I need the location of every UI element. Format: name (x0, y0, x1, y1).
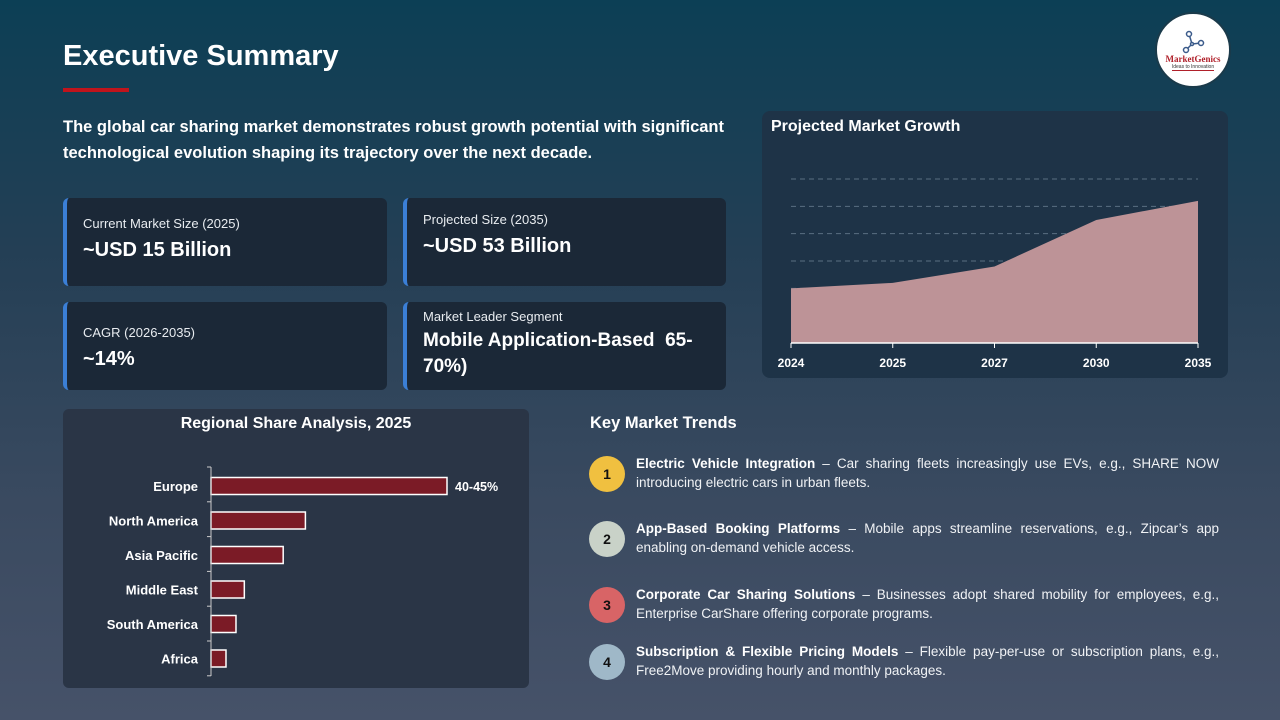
number-badge: 1 (589, 456, 625, 492)
network-icon (1182, 30, 1205, 53)
trend-heading: Corporate Car Sharing Solutions (636, 587, 856, 602)
x-tick-label: 2025 (879, 356, 906, 370)
trend-text: Corporate Car Sharing Solutions – Busine… (636, 585, 1219, 623)
category-label: Middle East (126, 583, 199, 598)
trend-heading: App-Based Booking Platforms (636, 521, 841, 536)
trend-text: Electric Vehicle Integration – Car shari… (636, 454, 1219, 492)
category-label: North America (109, 514, 199, 529)
metric-label: CAGR (2026-2035) (83, 325, 195, 340)
company-logo: MarketGenics Ideas to Innovation (1155, 12, 1231, 88)
page-title: Executive Summary (63, 40, 339, 72)
number-badge: 4 (589, 644, 625, 680)
metric-label: Market Leader Segment (423, 309, 563, 324)
bar-north-america (210, 511, 307, 530)
logo-tagline: Ideas to Innovation (1171, 63, 1215, 71)
bar-europe (210, 476, 448, 496)
area-chart: 2024 2025 2027 2030 2035 (778, 178, 1212, 370)
bar-south-america (210, 614, 237, 634)
x-tick-label: 2030 (1083, 356, 1110, 370)
number-badge: 2 (589, 521, 625, 557)
trend-item: 2 App-Based Booking Platforms – Mobile ap… (589, 519, 1219, 557)
metric-value: ~USD 53 Billion (423, 235, 572, 257)
chart-title: Projected Market Growth (771, 118, 961, 135)
metric-value: Mobile Application-Based 65-70%) (423, 330, 693, 377)
bar-asia-pacific (210, 545, 284, 565)
trends-title: Key Market Trends (590, 414, 737, 432)
intro-text: The global car sharing market demonstrat… (63, 118, 725, 162)
trend-text: App-Based Booking Platforms – Mobile app… (636, 519, 1219, 557)
trend-item: 3 Corporate Car Sharing Solutions – Busin… (589, 585, 1219, 623)
metric-card-projected-size: Projected Size (2035) ~USD 53 Billion (403, 198, 726, 286)
trend-item: 1 Electric Vehicle Integration – Car shar… (589, 454, 1219, 492)
trend-description: – Businesses adopt shared mobility for e… (636, 587, 1219, 621)
metric-value: ~14% (83, 348, 135, 370)
category-label: Asia Pacific (125, 548, 198, 563)
data-label: 40-45% (455, 480, 498, 494)
title-underline (63, 88, 129, 92)
x-tick-label: 2027 (981, 356, 1008, 370)
trend-heading: Subscription & Flexible Pricing Models (636, 644, 899, 659)
projected-growth-panel: Projected Market Growth 2024 2025 2027 2030… (762, 111, 1228, 378)
logo-name: MarketGenics (1165, 53, 1221, 64)
x-tick-label: 2035 (1185, 356, 1212, 370)
metric-label: Projected Size (2035) (423, 212, 549, 227)
regional-share-panel: Regional Share Analysis, 2025 Europe 40-4… (63, 409, 529, 688)
x-tick-label: 2024 (778, 356, 805, 370)
chart-title: Regional Share Analysis, 2025 (180, 415, 412, 432)
category-label: Africa (161, 652, 199, 667)
metric-label: Current Market Size (2025) (83, 216, 240, 231)
area-series (791, 200, 1198, 343)
number-badge: 3 (589, 587, 625, 623)
category-label: South America (107, 617, 199, 632)
trend-item: 4 Subscription & Flexible Pricing Models … (589, 642, 1219, 680)
trend-heading: Electric Vehicle Integration (636, 456, 816, 471)
metric-card-leader-segment: Market Leader Segment Mobile Application… (403, 302, 726, 390)
trend-description: – Car sharing fleets increasingly use EV… (636, 456, 1219, 490)
bar-middle-east (210, 580, 246, 599)
bar-africa (210, 649, 227, 668)
metric-card-cagr: CAGR (2026-2035) ~14% (63, 302, 387, 390)
metric-value: ~USD 15 Billion (83, 239, 232, 261)
bar-chart: Europe 40-45% North America Asia Pacific Mid… (107, 466, 498, 677)
trend-description: – Flexible pay-per-use or subscription p… (636, 644, 1219, 678)
trend-text: Subscription & Flexible Pricing Models –… (636, 642, 1219, 680)
metric-card-current-size: Current Market Size (2025) ~USD 15 Billi… (63, 198, 387, 286)
category-label: Europe (153, 479, 198, 494)
trend-description: – Mobile apps streamline reservations, e… (636, 521, 1219, 555)
